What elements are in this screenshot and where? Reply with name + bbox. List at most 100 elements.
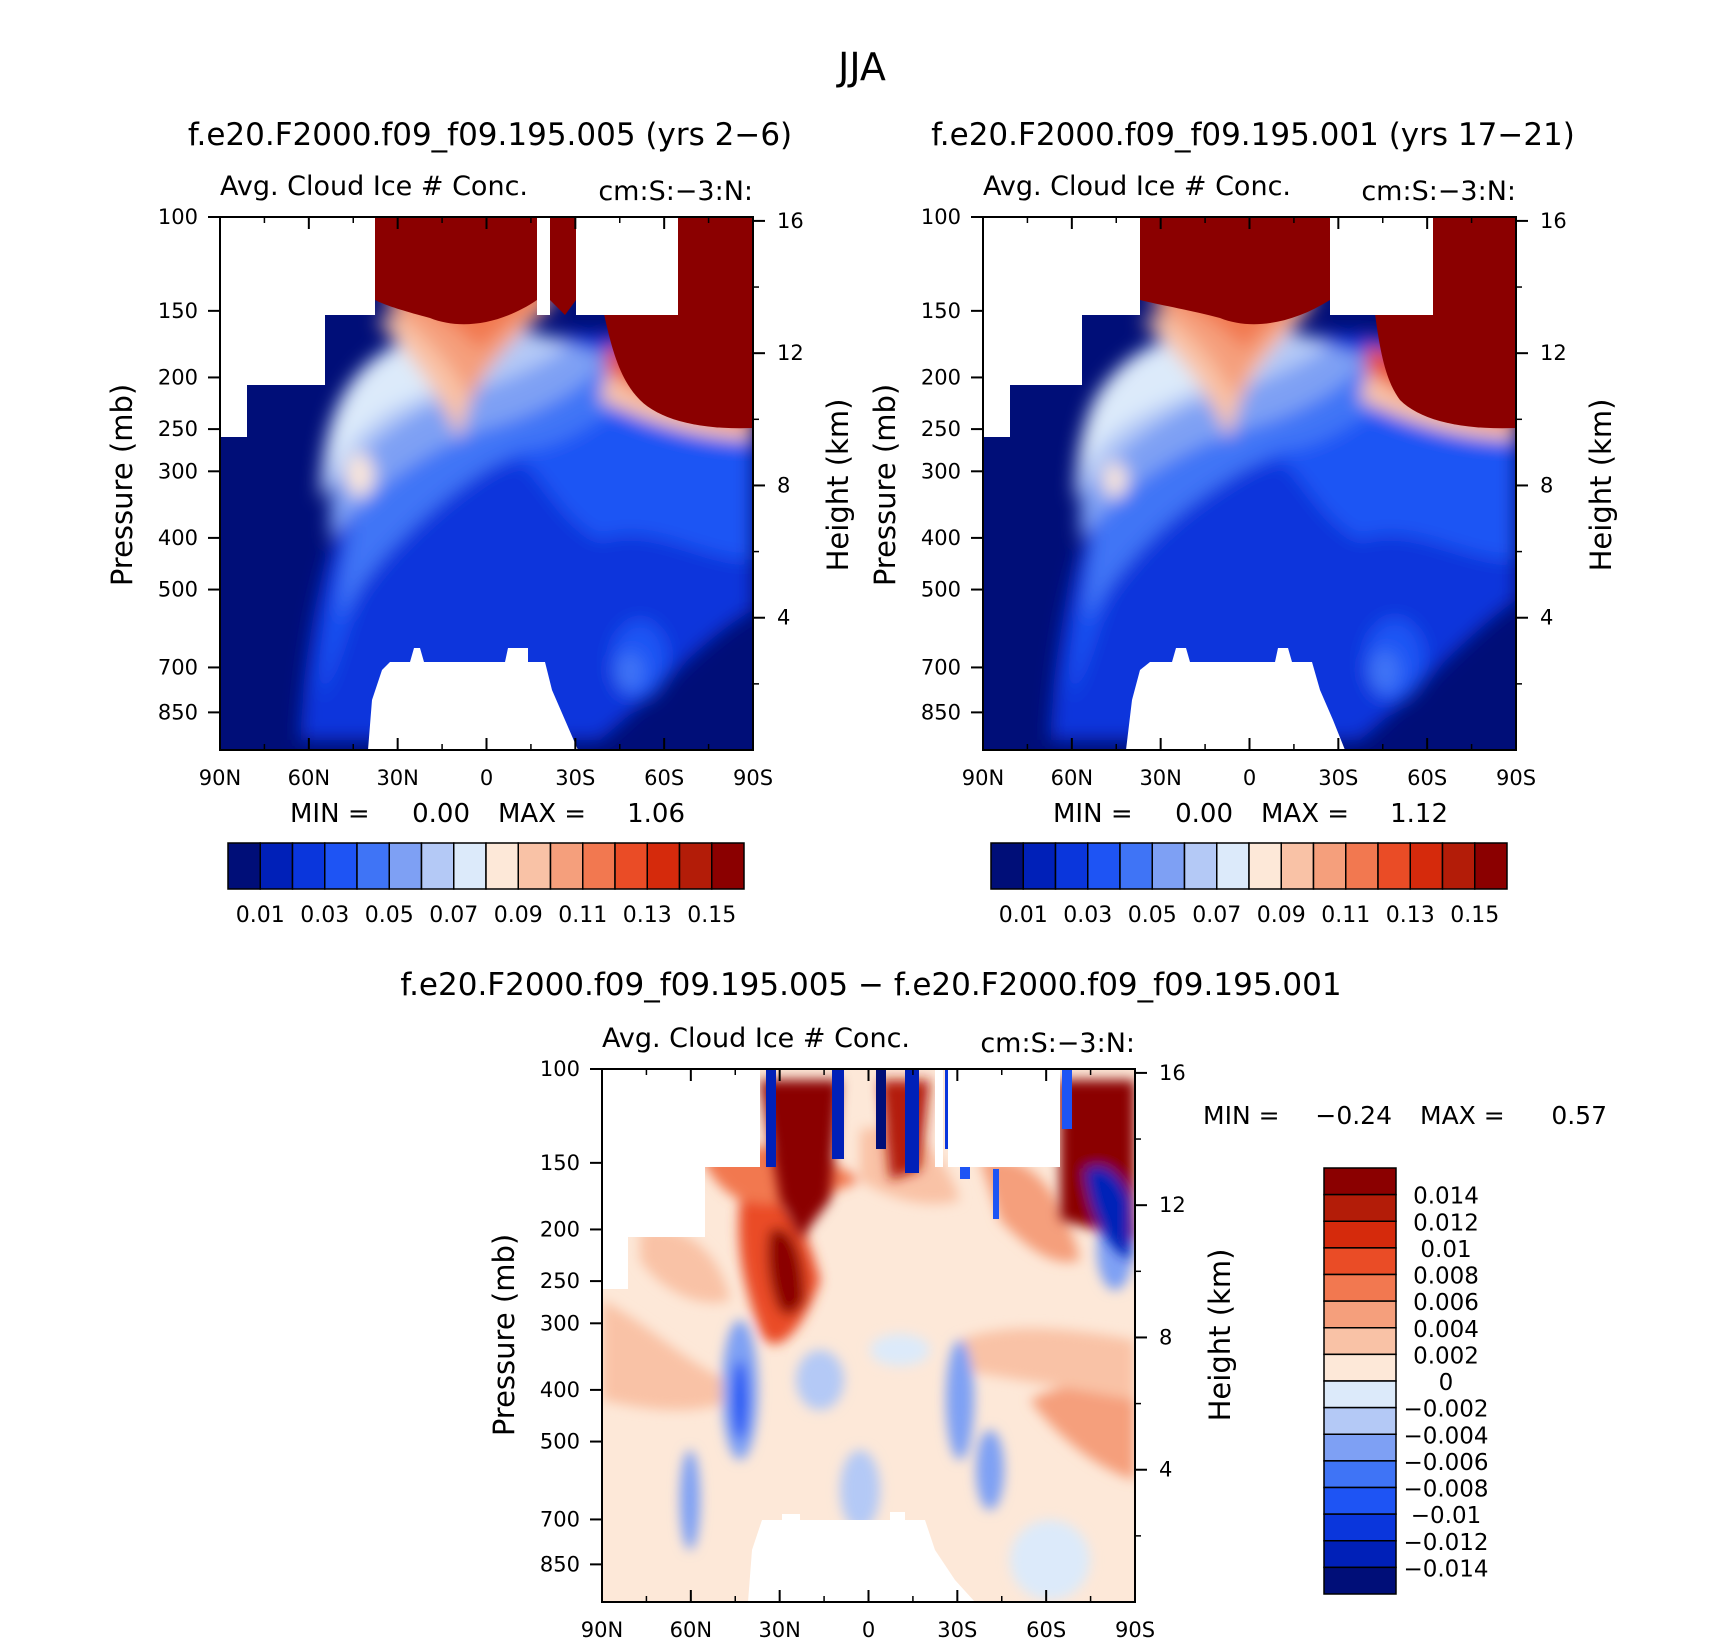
y-tick-label: 700 [540, 1507, 580, 1531]
axes: 90N 60N 30N 0 30S 60S 90S 100 150 200 250 300 400 500… [158, 205, 804, 790]
colorbar-swatch [1323, 1540, 1397, 1569]
y-tick-label: 500 [540, 1430, 580, 1454]
x-tick-label: 90N [199, 766, 241, 790]
x-tick-label: 60S [1407, 766, 1447, 790]
colorbar-label: 0.11 [1321, 903, 1370, 928]
y-tick-label: 850 [921, 700, 961, 724]
colorbar-swatch [1345, 842, 1379, 890]
colorbar-swatch [1087, 842, 1121, 890]
colorbar-label: 0.13 [623, 903, 672, 928]
panel-model-001: f.e20.F2000.f09_f09.195.001 (yrs 17−21) … [868, 117, 1618, 928]
colorbar-swatch [1323, 1486, 1397, 1515]
colorbar-swatch [1119, 842, 1153, 890]
panel-difference: f.e20.F2000.f09_f09.195.005 − f.e20.F200… [400, 967, 1607, 1639]
colorbar-label: −0.004 [1403, 1423, 1488, 1449]
colorbar-label: 0.09 [1257, 903, 1306, 928]
y-tick-label: 250 [540, 1269, 580, 1293]
colorbar-label: 0.002 [1413, 1343, 1479, 1369]
colorbar-swatch [1312, 842, 1347, 890]
y-tick-label: 100 [158, 205, 198, 229]
y-right-tick-label: 12 [1159, 1193, 1186, 1217]
colorbar-label: 0.012 [1413, 1210, 1479, 1236]
colorbar-swatch [711, 842, 745, 890]
y-tick-label: 400 [921, 526, 961, 550]
max-label: MAX = [1420, 1101, 1505, 1130]
colorbar-label: −0.01 [1411, 1503, 1481, 1529]
y-tick-label: 700 [158, 655, 198, 679]
y-tick-label: 700 [921, 655, 961, 679]
min-value: −0.24 [1315, 1101, 1392, 1130]
min-value: 0.00 [1175, 799, 1233, 829]
colorbar-swatch [227, 842, 261, 890]
panel-subtitle-left: Avg. Cloud Ice # Conc. [602, 1023, 910, 1054]
colorbar-label: 0.13 [1386, 903, 1435, 928]
y-tick-label: 500 [158, 578, 198, 602]
colorbar-swatch [1323, 1247, 1397, 1276]
x-tick-label: 90N [962, 766, 1004, 790]
y-tick-label: 250 [921, 417, 961, 441]
y-axis-label: Pressure (mb) [487, 1234, 521, 1436]
x-tick-label: 0 [480, 766, 493, 790]
axes: 90N 60N 30N 0 30S 60S 90S 100 150 200 250 300 400 500… [921, 205, 1567, 790]
panel-subtitle-right: cm:S:−3:N: [598, 176, 753, 207]
y-right-tick-label: 4 [1159, 1458, 1172, 1482]
y-right-tick-label: 4 [1540, 606, 1553, 630]
y-tick-label: 250 [158, 417, 198, 441]
colorbar-label: 0.004 [1413, 1317, 1479, 1343]
y-axis-right-label: Height (km) [1203, 1249, 1237, 1422]
colorbar-swatch [614, 842, 648, 890]
colorbar-label: 0 [1439, 1370, 1454, 1396]
y-tick-label: 100 [540, 1057, 580, 1081]
colorbar-label: 0.03 [300, 903, 349, 928]
colorbar-label: −0.006 [1403, 1450, 1488, 1476]
colorbar-swatch [1323, 1220, 1397, 1249]
colorbar-label: 0.05 [1128, 903, 1177, 928]
colorbar-swatch [646, 842, 681, 890]
colorbar-swatch [485, 842, 519, 890]
colorbar-label: 0.01 [1420, 1237, 1471, 1263]
y-tick-label: 150 [921, 299, 961, 323]
y-tick-label: 300 [158, 459, 198, 483]
x-tick-label: 30N [758, 1618, 800, 1639]
colorbar-swatch [517, 842, 552, 890]
x-tick-label: 0 [862, 1618, 875, 1639]
colorbar-swatch [259, 842, 294, 890]
colorbar-swatch [1474, 842, 1508, 890]
colorbar-label: 0.01 [236, 903, 285, 928]
contour-field [602, 1069, 1135, 1602]
colorbar-swatch [1323, 1353, 1397, 1382]
colorbar: 0.0140.0120.010.0080.0060.0040.0020−0.00… [1323, 1167, 1489, 1595]
y-right-tick-label: 16 [1540, 209, 1567, 233]
y-tick-label: 400 [158, 526, 198, 550]
panel-subtitle-left: Avg. Cloud Ice # Conc. [983, 171, 1291, 202]
colorbar-label: 0.008 [1413, 1264, 1479, 1290]
colorbar-label: 0.11 [558, 903, 607, 928]
x-tick-label: 60N [1051, 766, 1093, 790]
colorbar-label: −0.002 [1403, 1397, 1488, 1423]
y-axis-right-label: Height (km) [1584, 399, 1618, 572]
min-label: MIN = [290, 799, 370, 829]
colorbar-swatch [1280, 842, 1315, 890]
colorbar: 0.01 0.03 0.05 0.07 0.09 0.11 0.13 0.15 [227, 842, 745, 928]
colorbar-swatch [1323, 1273, 1397, 1302]
max-value: 0.57 [1551, 1101, 1607, 1130]
page-title: JJA [836, 45, 886, 89]
colorbar-swatch [453, 842, 487, 890]
colorbar-swatch [291, 842, 326, 890]
colorbar-swatch [1151, 842, 1186, 890]
y-right-tick-label: 12 [777, 341, 804, 365]
x-tick-label: 60N [288, 766, 330, 790]
min-value: 0.00 [412, 799, 470, 829]
colorbar: 0.01 0.03 0.05 0.07 0.09 0.11 0.13 0.15 [990, 842, 1508, 928]
x-tick-label: 30S [937, 1618, 977, 1639]
colorbar-label: 0.01 [999, 903, 1048, 928]
y-tick-label: 200 [158, 365, 198, 389]
colorbar-label: 0.09 [494, 903, 543, 928]
y-tick-label: 200 [921, 365, 961, 389]
colorbar-swatch [1377, 842, 1411, 890]
panel-model-005: f.e20.F2000.f09_f09.195.005 (yrs 2−6) Av… [105, 117, 855, 928]
colorbar-label: 0.15 [1450, 903, 1499, 928]
colorbar-label: 0.07 [1192, 903, 1241, 928]
colorbar-swatch [1248, 842, 1282, 890]
